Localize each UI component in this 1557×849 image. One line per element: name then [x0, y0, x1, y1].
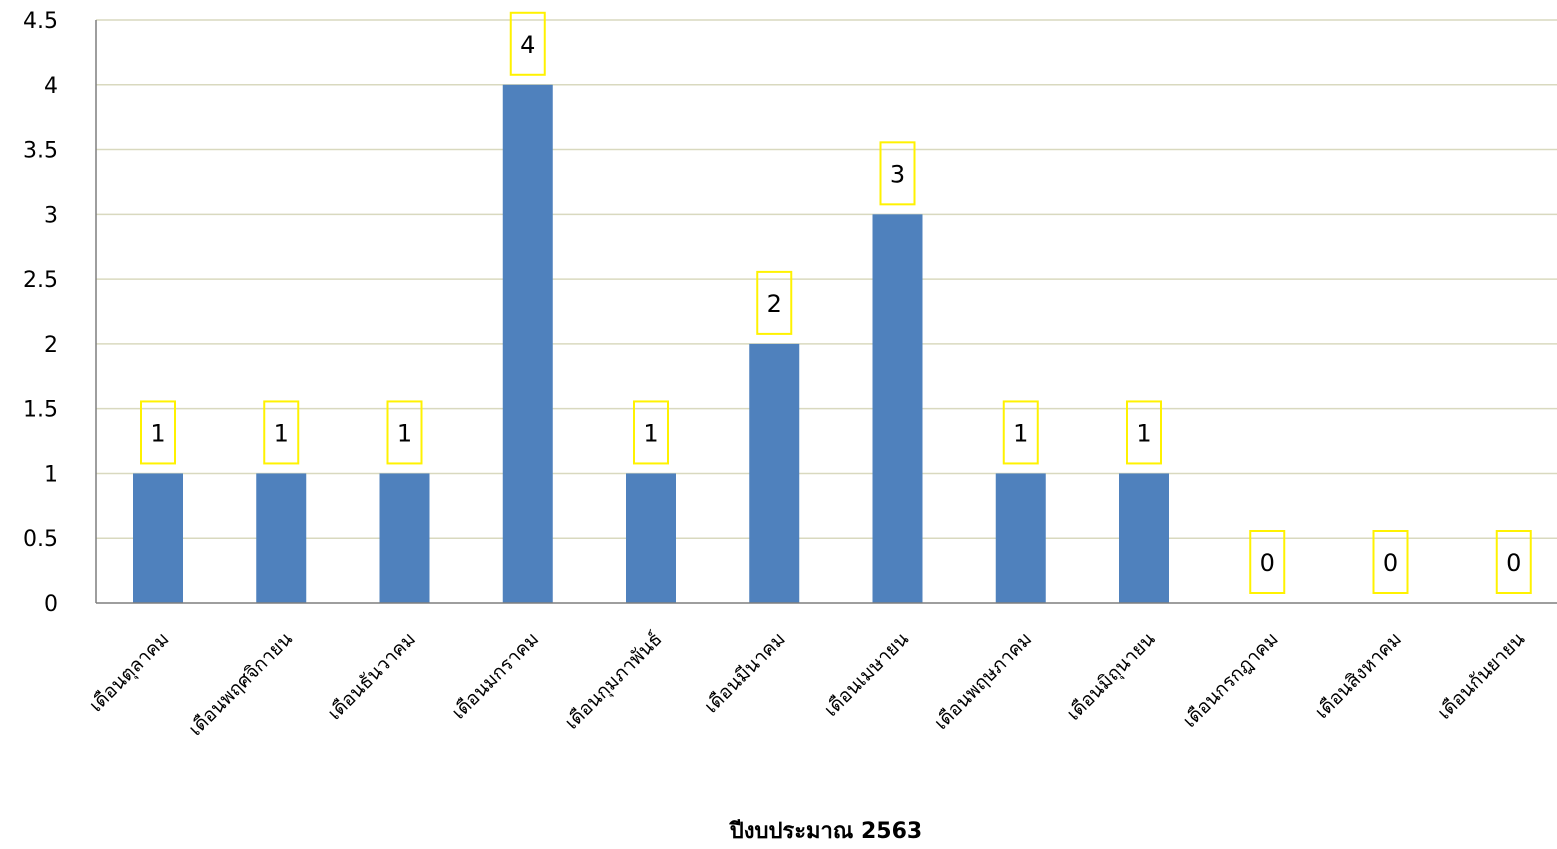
data-label-box [1002, 400, 1039, 465]
bar [502, 84, 553, 604]
data-label-text: 4 [520, 31, 535, 59]
bar [1119, 473, 1169, 603]
data-label-text: 3 [890, 160, 905, 188]
data-label: 1 [1002, 400, 1039, 465]
y-tick-label: 2.5 [23, 268, 58, 293]
data-label-text: 0 [1506, 549, 1521, 577]
data-label-box [1495, 530, 1532, 594]
category-label: เดือนกรกฎาคม [1179, 628, 1283, 732]
category-label: เดือนเมษายน [820, 628, 913, 721]
bars [133, 84, 1169, 604]
data-label-box [263, 400, 300, 465]
y-tick-label: 4.5 [23, 9, 58, 34]
category-label: เดือนพฤศจิกายน [185, 628, 297, 740]
category-label: เดือนมกราคม [448, 628, 544, 724]
data-label: 2 [756, 270, 793, 335]
y-tick-label: 1 [44, 462, 58, 487]
gridlines [96, 19, 1557, 539]
data-label: 0 [1495, 530, 1532, 594]
bar [133, 473, 183, 603]
data-label-box [1249, 530, 1286, 594]
category-label: เดือนสิงหาคม [1311, 628, 1406, 723]
bar [749, 343, 800, 603]
category-label: เดือนมีนาคม [700, 628, 790, 718]
bar [256, 473, 307, 603]
y-axis-ticks: 0 0.5 1 1.5 2 2.5 3 3.5 4 4.5 [23, 9, 58, 617]
data-label-box [633, 400, 669, 465]
data-label-text: 1 [274, 419, 289, 447]
y-tick-label: 1.5 [23, 398, 58, 423]
data-label-text: 1 [1136, 419, 1151, 447]
category-label: เดือนพฤษภาคม [930, 628, 1036, 734]
data-label: 1 [386, 400, 423, 465]
data-label: 1 [633, 400, 669, 465]
category-label: เดือนกันยายน [1433, 628, 1529, 724]
data-label-box [509, 11, 546, 76]
y-tick-label: 0.5 [23, 527, 58, 552]
data-label-box [879, 141, 916, 206]
data-label: 0 [1372, 530, 1409, 594]
y-tick-label: 3.5 [23, 139, 58, 164]
x-axis [95, 20, 1557, 604]
data-label: 4 [509, 11, 546, 76]
data-label-text: 1 [1013, 419, 1028, 447]
bar [872, 214, 923, 604]
data-label-box [1126, 400, 1162, 465]
y-tick-label: 2 [44, 333, 58, 358]
data-label-text: 2 [767, 290, 782, 318]
y-tick-label: 0 [44, 592, 58, 617]
data-label: 1 [263, 400, 300, 465]
category-label: เดือนธันวาคม [324, 628, 420, 724]
data-label-box [140, 400, 176, 465]
data-label-box [386, 400, 423, 465]
category-labels: เดือนตุลาคม เดือนพฤศจิกายน เดือนธันวาคม เดื… [85, 628, 1529, 740]
data-label: 1 [140, 400, 176, 465]
data-labels: 1 1 1 4 1 2 3 1 1 0 0 0 [140, 11, 1532, 594]
category-label: เดือนมิถุนายน [1063, 628, 1161, 726]
category-label: เดือนตุลาคม [85, 628, 174, 717]
bar [995, 473, 1046, 603]
x-axis-title: ปีงบประมาณ 2563 [729, 819, 923, 844]
data-label: 0 [1249, 530, 1286, 594]
bar [379, 473, 430, 603]
data-label-text: 1 [397, 419, 412, 447]
data-label-box [756, 270, 793, 335]
data-label: 3 [879, 141, 916, 206]
data-label-text: 0 [1260, 549, 1275, 577]
category-label: เดือนกุมภาพันธ์ [561, 628, 667, 734]
y-tick-label: 4 [44, 74, 58, 99]
bar [626, 473, 676, 603]
data-label-text: 1 [643, 419, 658, 447]
data-label-box [1372, 530, 1409, 594]
data-label: 1 [1126, 400, 1162, 465]
data-label-text: 0 [1383, 549, 1398, 577]
data-label-text: 1 [150, 419, 165, 447]
y-tick-label: 3 [44, 203, 58, 228]
